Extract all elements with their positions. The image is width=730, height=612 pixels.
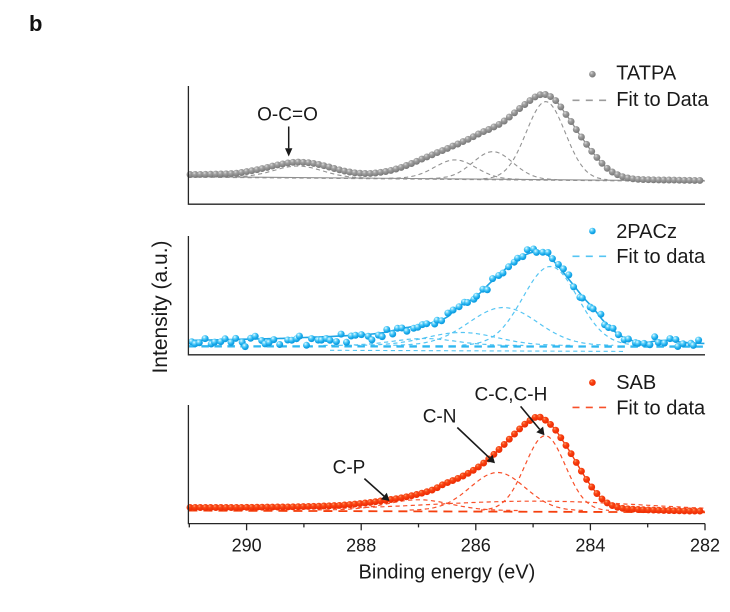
svg-text:C-N: C-N	[423, 407, 457, 428]
svg-text:Binding energy (eV): Binding energy (eV)	[359, 561, 536, 583]
svg-text:288: 288	[346, 535, 376, 555]
svg-text:Fit to data: Fit to data	[616, 398, 706, 420]
svg-text:Fit to Data: Fit to Data	[616, 89, 709, 111]
svg-text:2PACz: 2PACz	[616, 221, 677, 243]
svg-text:Fit to data: Fit to data	[616, 246, 706, 268]
svg-text:TATPA: TATPA	[616, 63, 677, 85]
svg-text:286: 286	[461, 535, 491, 555]
svg-text:O-C=O: O-C=O	[257, 105, 318, 126]
svg-text:C-P: C-P	[333, 458, 366, 479]
svg-text:C-C,C-H: C-C,C-H	[475, 385, 548, 406]
svg-text:b: b	[29, 11, 42, 36]
svg-text:284: 284	[575, 535, 605, 555]
svg-text:282: 282	[690, 535, 720, 555]
svg-text:Intensity (a.u.): Intensity (a.u.)	[149, 240, 172, 373]
svg-text:SAB: SAB	[616, 372, 656, 394]
svg-text:290: 290	[232, 535, 262, 555]
